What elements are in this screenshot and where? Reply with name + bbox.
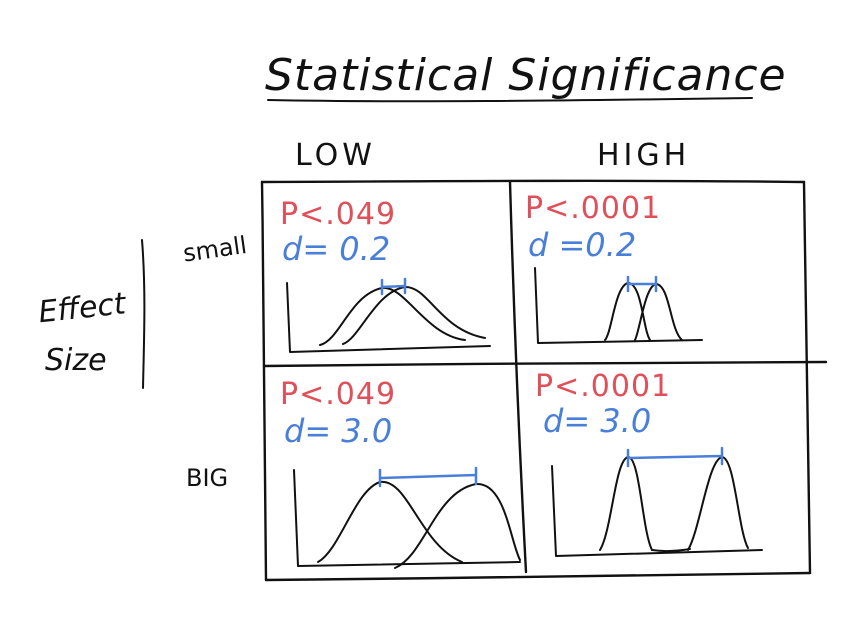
p-value-label: P<.049 <box>280 377 396 412</box>
p-value-label: P<.0001 <box>535 369 671 404</box>
distribution-curve-b <box>634 283 683 341</box>
effect-size-label: d= 0.2 <box>282 230 390 268</box>
axis-label-effect: Effect <box>37 286 129 330</box>
row-header-big: BIG <box>186 464 228 492</box>
axis-label-size: Size <box>45 343 107 378</box>
axis-bracket <box>141 239 146 389</box>
column-header-high: HIGH <box>597 138 690 173</box>
column-header-low: LOW <box>295 138 376 173</box>
cell-high-small: P<.0001 d =0.2 <box>525 191 703 344</box>
effect-size-bracket <box>626 275 658 293</box>
distribution-curve-b <box>342 285 486 345</box>
cell-low-small: P<.049 d= 0.2 <box>280 197 491 353</box>
effect-size-label: d= 3.0 <box>543 402 651 440</box>
distribution-curve-a <box>599 456 653 551</box>
baseline-between-peaks <box>651 548 691 553</box>
effect-size-label: d =0.2 <box>528 226 636 264</box>
plot-axes <box>286 282 491 353</box>
cell-low-big: P<.049 d= 3.0 <box>280 377 521 569</box>
distribution-curve-a <box>317 480 463 563</box>
row-header-small: small <box>181 231 248 268</box>
distribution-curve-b <box>687 456 749 551</box>
cell-high-big: P<.0001 d= 3.0 <box>535 369 763 557</box>
distribution-curve-b <box>394 482 521 569</box>
effect-size-bracket <box>626 446 724 468</box>
p-value-label: P<.0001 <box>525 191 661 226</box>
p-value-label: P<.049 <box>280 197 396 232</box>
plot-axes <box>551 465 763 557</box>
title-underline <box>267 97 753 103</box>
grid <box>260 179 828 582</box>
effect-size-label: d= 3.0 <box>284 412 392 450</box>
plot-axes <box>293 469 521 567</box>
effect-size-bracket <box>380 277 407 296</box>
plot-axes <box>534 267 703 344</box>
diagram-title: Statistical Significance <box>265 50 787 101</box>
effect-size-bracket <box>378 466 478 488</box>
